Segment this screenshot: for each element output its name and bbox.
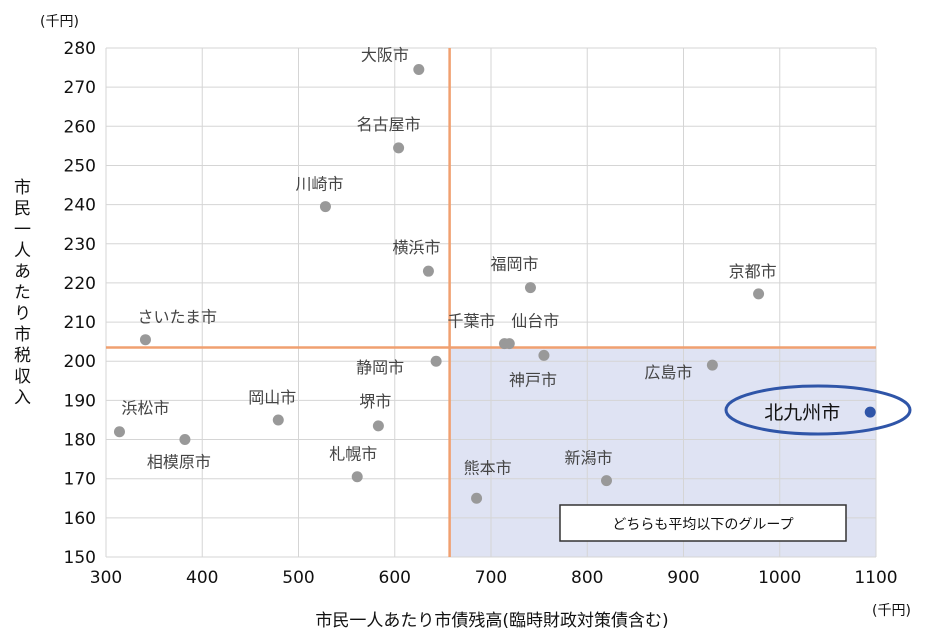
x-tick-label: 400	[186, 568, 218, 588]
point-label: 仙台市	[511, 312, 559, 331]
data-point	[753, 288, 765, 300]
data-point	[139, 334, 151, 346]
average-lines-layer	[106, 48, 876, 557]
x-tick-label: 900	[667, 568, 699, 588]
tick-labels-layer: 300 400 500 600 700 800 900 1000 1100 150 160 170 18…	[64, 39, 898, 588]
point-label: 京都市	[729, 262, 777, 281]
data-point	[430, 355, 442, 367]
point-label: 札幌市	[329, 445, 377, 464]
x-tick-label: 700	[475, 568, 507, 588]
data-point	[272, 414, 284, 426]
y-tick-label: 250	[64, 156, 96, 176]
x-tick-label: 600	[379, 568, 411, 588]
point-label: さいたま市	[137, 308, 217, 327]
point-label: 静岡市	[356, 358, 404, 377]
below-average-box	[559, 504, 847, 542]
point-label: 千葉市	[447, 312, 495, 331]
highlight-point	[864, 406, 876, 418]
y-tick-label: 200	[64, 352, 96, 372]
data-point	[524, 282, 536, 294]
point-label: 横浜市	[392, 238, 440, 257]
data-point	[393, 142, 405, 154]
y-tick-label: 190	[64, 391, 96, 411]
y-axis-title: 市民一人あたり市税収入	[10, 178, 31, 409]
point-label: 岡山市	[248, 388, 296, 407]
x-tick-label: 1000	[758, 568, 801, 588]
x-tick-label: 500	[282, 568, 314, 588]
point-label: 広島市	[644, 363, 692, 382]
x-unit-label: (千円)	[872, 603, 911, 619]
data-point	[372, 420, 384, 432]
data-point	[601, 475, 612, 487]
data-point	[113, 426, 125, 438]
highlight-ellipse	[724, 384, 912, 436]
data-point	[538, 349, 550, 361]
x-tick-label: 300	[90, 568, 122, 588]
points-layer	[113, 64, 876, 504]
y-tick-label: 150	[64, 548, 96, 568]
y-tick-label: 260	[64, 117, 96, 137]
point-label: 福岡市	[490, 255, 538, 274]
data-point	[503, 338, 515, 350]
y-tick-label: 280	[64, 39, 96, 59]
x-tick-label: 1100	[854, 568, 897, 588]
point-label: 堺市	[359, 392, 391, 411]
data-point	[422, 265, 434, 277]
y-tick-label: 170	[64, 470, 96, 490]
point-label: 熊本市	[464, 458, 512, 477]
data-point	[179, 434, 191, 446]
point-label: 大阪市	[361, 46, 409, 65]
point-label: 相模原市	[147, 453, 211, 472]
below-average-box-label: どちらも平均以下のグループ	[612, 517, 793, 533]
data-point	[413, 64, 425, 76]
point-label: 神戸市	[509, 370, 557, 389]
point-label: 名古屋市	[357, 115, 421, 134]
data-point	[319, 201, 331, 213]
x-tick-label: 800	[571, 568, 603, 588]
y-tick-label: 270	[64, 78, 96, 98]
y-tick-label: 210	[64, 313, 96, 333]
y-tick-label: 240	[64, 196, 96, 216]
y-tick-label: 180	[64, 431, 96, 451]
y-unit-label: (千円)	[40, 14, 79, 30]
y-tick-label: 220	[64, 274, 96, 294]
point-label: 川崎市	[295, 175, 343, 194]
point-label: 浜松市	[121, 399, 169, 418]
data-point	[351, 471, 363, 483]
data-point	[471, 492, 483, 504]
point-label: 新潟市	[565, 449, 613, 468]
y-tick-label: 160	[64, 509, 96, 529]
x-axis-title: 市民一人あたり市債残高(臨時財政対策債含む)	[315, 611, 668, 631]
data-point	[706, 359, 718, 371]
y-tick-label: 230	[64, 235, 96, 255]
highlight-point-label: 北九州市	[764, 402, 840, 424]
